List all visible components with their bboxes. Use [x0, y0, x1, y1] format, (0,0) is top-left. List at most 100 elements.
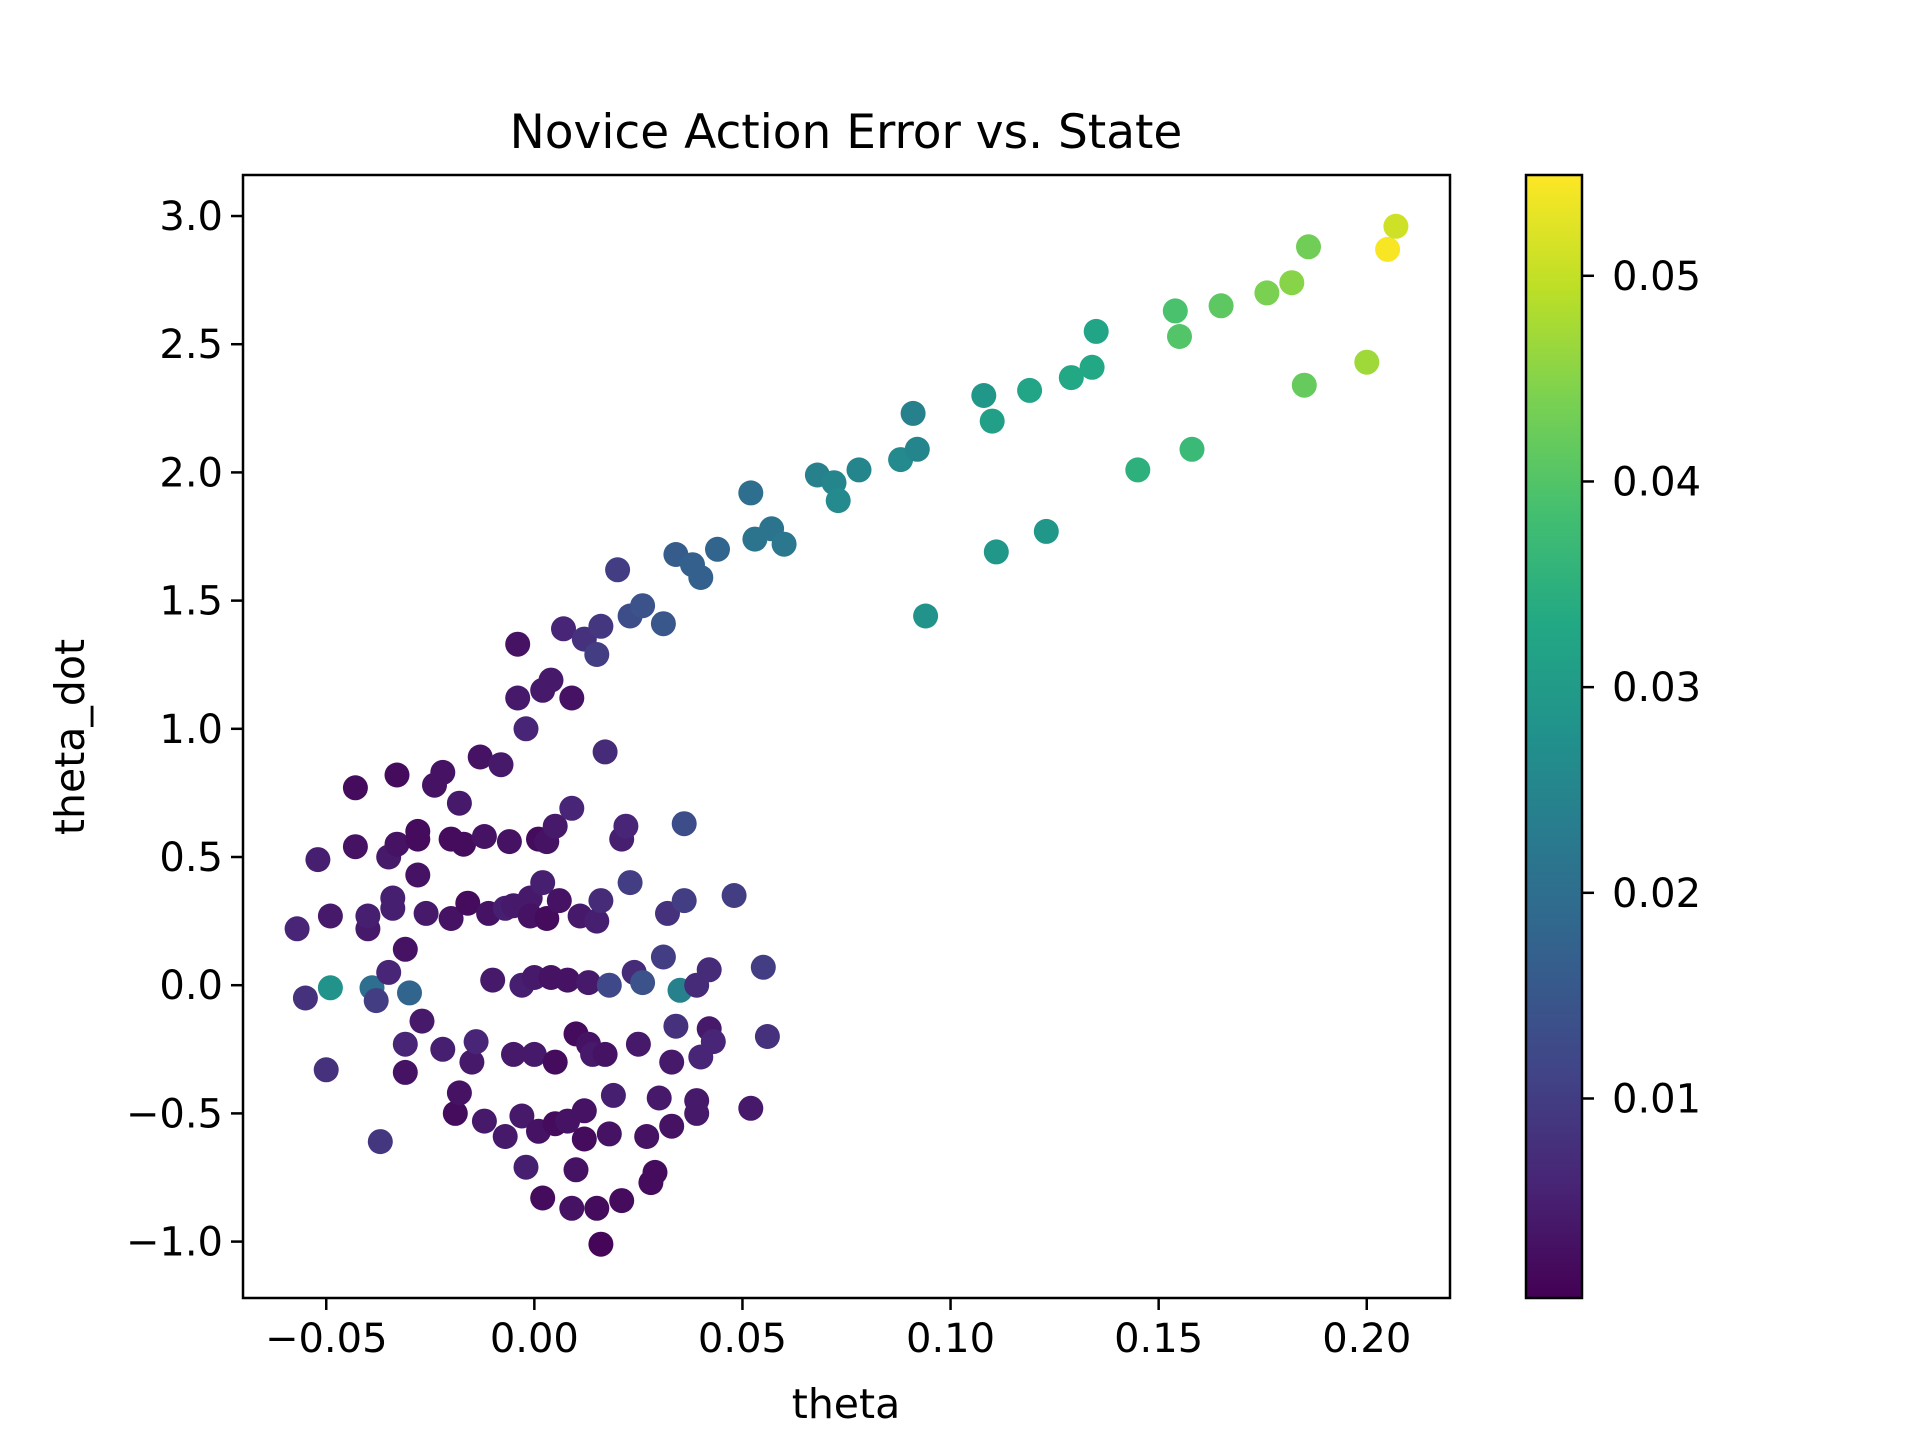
y-tick-label: 1.5: [159, 579, 223, 625]
y-tick-label: 1.0: [159, 707, 223, 753]
data-point: [384, 831, 410, 857]
data-point: [459, 1049, 485, 1075]
data-point: [584, 1195, 610, 1221]
x-axis: −0.05 0.00 0.05 0.10 0.15 0.20: [265, 1298, 1411, 1362]
data-point: [1179, 436, 1205, 462]
data-point: [846, 457, 872, 483]
data-point: [409, 1008, 435, 1034]
data-point: [492, 1124, 518, 1149]
data-point: [600, 1082, 626, 1108]
data-point: [405, 862, 431, 888]
data-point: [605, 557, 631, 583]
data-point: [313, 1057, 339, 1083]
data-point: [617, 870, 643, 896]
data-point: [488, 752, 514, 778]
data-point: [471, 824, 497, 849]
data-point: [471, 1108, 497, 1134]
data-point: [1125, 457, 1151, 483]
data-point: [438, 906, 464, 931]
data-point: [630, 593, 656, 619]
data-point: [588, 888, 614, 914]
x-tick-label: 0.00: [490, 1316, 579, 1362]
data-point: [588, 613, 614, 639]
data-point: [642, 1159, 668, 1185]
data-point: [1162, 298, 1188, 324]
colorbar: [1524, 173, 1584, 1300]
data-point: [634, 1124, 660, 1149]
data-point: [971, 383, 997, 408]
y-tick-label: −0.5: [126, 1091, 223, 1137]
data-point: [983, 539, 1009, 565]
data-point: [542, 813, 568, 839]
data-point: [430, 759, 456, 785]
data-point: [505, 631, 531, 657]
data-point: [430, 1036, 456, 1062]
data-point: [825, 488, 851, 514]
data-point: [392, 936, 418, 962]
data-point: [576, 970, 601, 996]
data-point: [684, 1088, 710, 1114]
data-point: [584, 642, 610, 667]
data-point: [342, 775, 368, 801]
data-point: [904, 436, 930, 462]
data-point: [754, 1024, 780, 1049]
data-point: [1254, 280, 1280, 306]
data-point: [671, 888, 697, 914]
data-point: [688, 565, 714, 590]
data-point: [705, 536, 730, 562]
colorbar-tick-label: 0.05: [1612, 254, 1701, 300]
data-point: [542, 1049, 568, 1075]
y-tick-label: 3.0: [159, 194, 223, 240]
data-point: [630, 970, 656, 996]
data-point: [559, 1195, 585, 1221]
data-point: [538, 667, 564, 693]
data-point: [596, 972, 622, 998]
data-point: [367, 1129, 393, 1155]
data-point: [609, 1188, 635, 1214]
data-point: [496, 829, 522, 855]
data-point: [738, 480, 764, 506]
data-point: [521, 1041, 547, 1067]
data-point: [355, 903, 381, 929]
data-point: [738, 1095, 764, 1121]
data-point: [1383, 213, 1409, 239]
data-point: [501, 1041, 526, 1067]
data-point: [292, 985, 318, 1011]
data-point: [546, 888, 572, 914]
data-point: [625, 1031, 651, 1057]
data-point: [559, 685, 585, 711]
data-point: [750, 954, 776, 980]
data-point: [571, 1098, 597, 1124]
data-point: [1083, 318, 1109, 344]
data-point: [363, 988, 389, 1014]
data-point: [592, 1041, 618, 1067]
data-point: [317, 903, 343, 929]
x-tick-label: 0.15: [1114, 1316, 1203, 1362]
data-point: [563, 1157, 589, 1183]
data-point: [771, 531, 797, 557]
y-tick-label: 2.0: [159, 450, 223, 496]
data-point: [467, 744, 493, 770]
data-point: [513, 1154, 539, 1180]
data-point: [1291, 372, 1317, 398]
data-point: [913, 603, 939, 629]
x-tick-label: −0.05: [265, 1316, 388, 1362]
data-point: [480, 967, 506, 993]
data-point: [451, 831, 477, 857]
x-tick-label: 0.20: [1322, 1316, 1411, 1362]
colorbar-tick-label: 0.04: [1612, 459, 1701, 505]
chart-title: Novice Action Error vs. State: [510, 105, 1183, 160]
data-point: [446, 1080, 472, 1106]
data-point: [696, 957, 722, 983]
data-point: [463, 1029, 489, 1055]
data-point: [1208, 293, 1234, 319]
data-point: [376, 959, 402, 985]
data-point: [596, 1121, 622, 1147]
data-point: [384, 762, 410, 788]
y-axis-label: theta_dot: [46, 639, 94, 835]
data-point: [1058, 365, 1084, 391]
data-point: [571, 1126, 597, 1152]
data-point: [555, 967, 581, 993]
